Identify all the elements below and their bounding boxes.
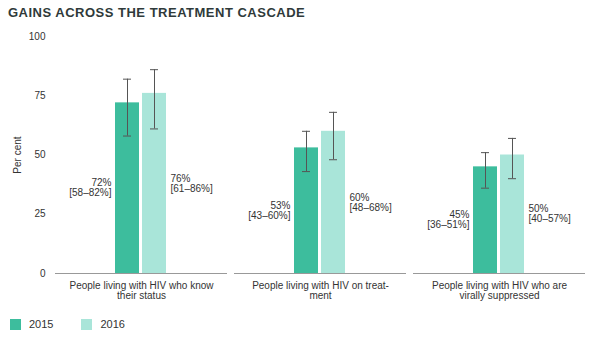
svg-text:0: 0: [40, 268, 46, 279]
svg-text:50: 50: [34, 149, 46, 160]
svg-text:45%[36–51%]: 45%[36–51%]: [427, 209, 469, 230]
svg-text:25: 25: [34, 208, 46, 219]
svg-text:72%[58–82%]: 72%[58–82%]: [69, 177, 111, 198]
svg-text:Per cent: Per cent: [12, 136, 23, 173]
svg-text:People living with HIV who kno: People living with HIV who knowtheir sta…: [70, 280, 215, 301]
svg-text:100: 100: [29, 31, 46, 42]
html-text:2015: 2015: [29, 318, 54, 330]
svg-text:60%[48–68%]: 60%[48–68%]: [350, 192, 392, 213]
svg-text:53%[43–60%]: 53%[43–60%]: [248, 200, 290, 221]
html-text:GAINS ACROSS THE TREATMENT CAS: GAINS ACROSS THE TREATMENT CASCADE: [8, 5, 306, 20]
svg-text:People living with HIV on trea: People living with HIV on treat-ment: [252, 280, 389, 301]
svg-text:76%[61–86%]: 76%[61–86%]: [171, 173, 213, 194]
svg-text:50%[40–57%]: 50%[40–57%]: [529, 203, 571, 224]
svg-text:People living with HIV who are: People living with HIV who arevirally su…: [432, 280, 568, 301]
html-text:2016: 2016: [100, 318, 125, 330]
svg-text:75: 75: [34, 90, 46, 101]
